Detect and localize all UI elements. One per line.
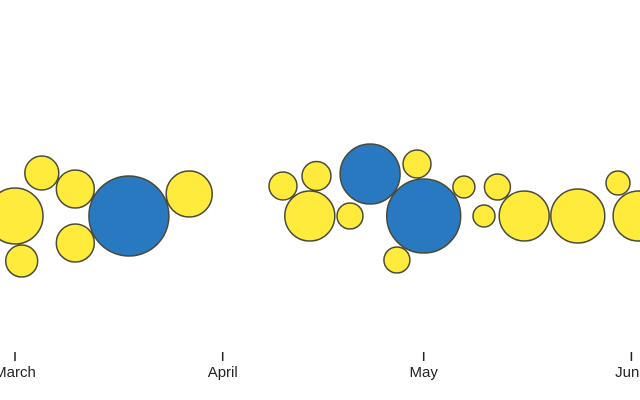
- bubble-2020-05-12-17: [483, 173, 512, 201]
- bubble-2020-04-10-7: [268, 171, 298, 201]
- bubble-2020-05-16-18: [498, 190, 550, 242]
- bubble-2020-04-23-11: [339, 143, 401, 205]
- bubble-2020-04-15-8: [301, 160, 332, 192]
- x-tick-label-0: March: [0, 364, 36, 381]
- bubble-2020-05-01-14: [385, 178, 462, 254]
- x-tick-label-2: May: [410, 364, 439, 381]
- bubble-2020-06-02-21: [612, 190, 640, 242]
- bubble-2020-03-18-5: [88, 175, 170, 257]
- bubble-2020-05-30-20: [605, 170, 631, 196]
- bubble-2020-04-14-9: [284, 190, 336, 242]
- bubble-2020-05-10-16: [472, 204, 496, 228]
- x-tick-label-3: June: [615, 364, 640, 381]
- bubble-2020-03-10-4: [55, 223, 96, 263]
- bubble-2020-03-01-0: [0, 187, 44, 245]
- bubble-2020-05-24-19: [550, 188, 606, 244]
- bubble-2020-04-30-13: [402, 149, 432, 179]
- bubble-2020-04-27-12: [383, 246, 411, 274]
- bubble-2020-03-10-3: [55, 169, 96, 209]
- bubble-2020-04-20-10: [336, 202, 364, 230]
- bubble-2020-03-05-2: [24, 155, 60, 191]
- x-tick-label-1: April: [208, 364, 238, 381]
- bubble-2020-03-02-1: [4, 244, 39, 278]
- bubble-2020-05-07-15: [452, 175, 476, 199]
- bubbles-layer: [0, 143, 640, 278]
- x-axis: March April May June: [0, 352, 640, 381]
- bubble-2020-03-27-6: [165, 170, 213, 218]
